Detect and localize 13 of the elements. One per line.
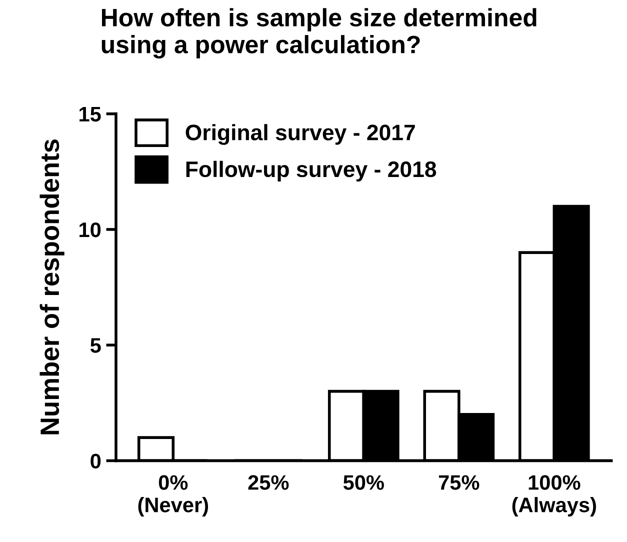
x-tick-label: 0% (Never) bbox=[138, 475, 208, 516]
legend-label: Follow-up survey - 2018 bbox=[186, 160, 436, 182]
x-tick-label: 50% bbox=[343, 475, 384, 490]
y-tick-label: 5 bbox=[90, 338, 101, 353]
x-tick-label: 75% bbox=[438, 475, 480, 490]
legend-label: Original survey - 2017 bbox=[186, 124, 415, 145]
chart-title: How often is sample size determined using a power calculation? bbox=[102, 8, 536, 58]
x-tick-label: 100% (Always) bbox=[512, 475, 596, 516]
y-tick-label: 15 bbox=[80, 107, 101, 122]
y-axis-title: Number of respondents bbox=[40, 140, 64, 434]
y-tick-label: 10 bbox=[80, 222, 101, 238]
x-tick-label: 25% bbox=[248, 475, 289, 490]
y-tick-label: 0 bbox=[90, 454, 101, 468]
